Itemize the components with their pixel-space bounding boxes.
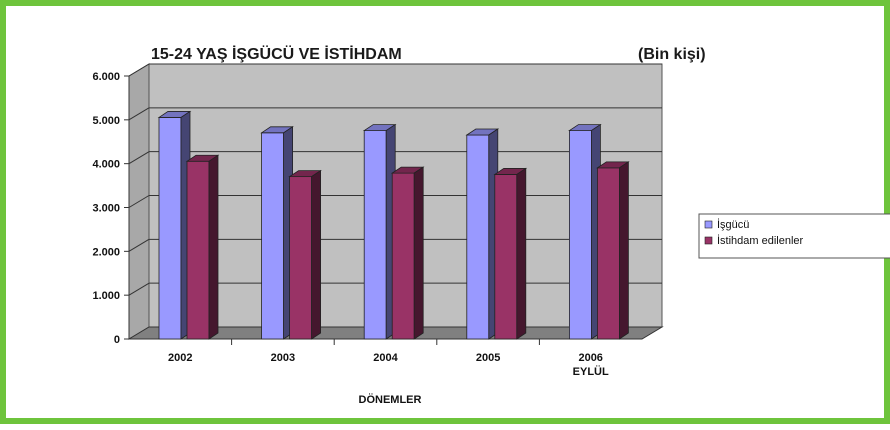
bar-side [413, 166, 424, 340]
bar-isgucu [260, 126, 294, 340]
x-tick-label-line: 2004 [373, 352, 398, 364]
bar-front [261, 132, 285, 340]
chart-canvas: 15-24 YAŞ İŞGÜCÜ VE İSTİHDAM (Bin kişi) … [92, 44, 890, 406]
legend-swatch [704, 236, 713, 245]
bar-front [597, 167, 620, 340]
x-tick-label: 2002 [168, 352, 192, 364]
x-tick-label: 2003 [271, 352, 295, 364]
gridline-side [128, 195, 150, 208]
x-axis-title: DÖNEMLER [359, 393, 422, 406]
x-tick-label-line: 2002 [168, 352, 192, 364]
bar-front [289, 176, 313, 340]
bar-side [311, 169, 322, 340]
y-tick-label: 4.000 [92, 159, 120, 171]
gridline-side [128, 107, 150, 121]
bar-side [619, 161, 629, 340]
chart-title: 15-24 YAŞ İŞGÜCÜ VE İSTİHDAM [151, 44, 402, 63]
bar-istihdam [288, 169, 322, 340]
bar-front [186, 160, 210, 340]
plot-area: 0 1.000 2.000 3.000 4.000 5.000 6.000 2002 2003 2… [92, 63, 664, 378]
bar-isgucu [362, 123, 397, 340]
bar-front [363, 130, 387, 340]
bar-front [466, 134, 490, 340]
gridline-side [128, 151, 150, 165]
bar-istihdam [185, 154, 220, 340]
y-tick-label: 2.000 [92, 246, 120, 258]
bar-isgucu [465, 128, 500, 340]
bar-side [516, 167, 527, 340]
x-tick-label: 2005 [476, 352, 500, 364]
chart-subtitle: (Bin kişi) [638, 46, 706, 63]
bar-side [208, 154, 219, 340]
bar-front [158, 117, 182, 340]
legend: İşgücü İstihdam edilenler [698, 213, 890, 259]
legend-box [698, 213, 890, 259]
y-tick-label: 6.000 [92, 71, 120, 83]
x-tick-label-line: EYLÜL [573, 365, 609, 378]
y-tick-label: 5.000 [92, 115, 120, 127]
gridline-side [128, 63, 150, 77]
x-tick-label: 2004 [373, 352, 398, 364]
bar-isgucu [157, 110, 192, 340]
y-tick-label: 3.000 [92, 203, 120, 215]
x-tick-label-line: 2006 [578, 352, 602, 364]
bar-istihdam [390, 166, 425, 340]
bar-front [391, 172, 415, 340]
x-tick-label: 2006 EYLÜL [573, 352, 609, 378]
y-tick-label: 0 [114, 334, 120, 346]
bar-isgucu [568, 123, 602, 340]
legend-swatch [704, 220, 713, 229]
x-tick-label-line: 2003 [271, 352, 295, 364]
bar-istihdam [596, 161, 630, 340]
bar-istihdam [493, 167, 528, 340]
gridline-side [128, 282, 150, 296]
legend-label: İşgücü [717, 218, 749, 231]
legend-label: İstihdam edilenler [717, 234, 804, 247]
x-tick-label-line: 2005 [476, 352, 500, 364]
bar-front [494, 174, 518, 340]
gridline-side [128, 238, 150, 252]
bar-front [569, 130, 592, 340]
y-tick-label: 1.000 [92, 290, 120, 302]
